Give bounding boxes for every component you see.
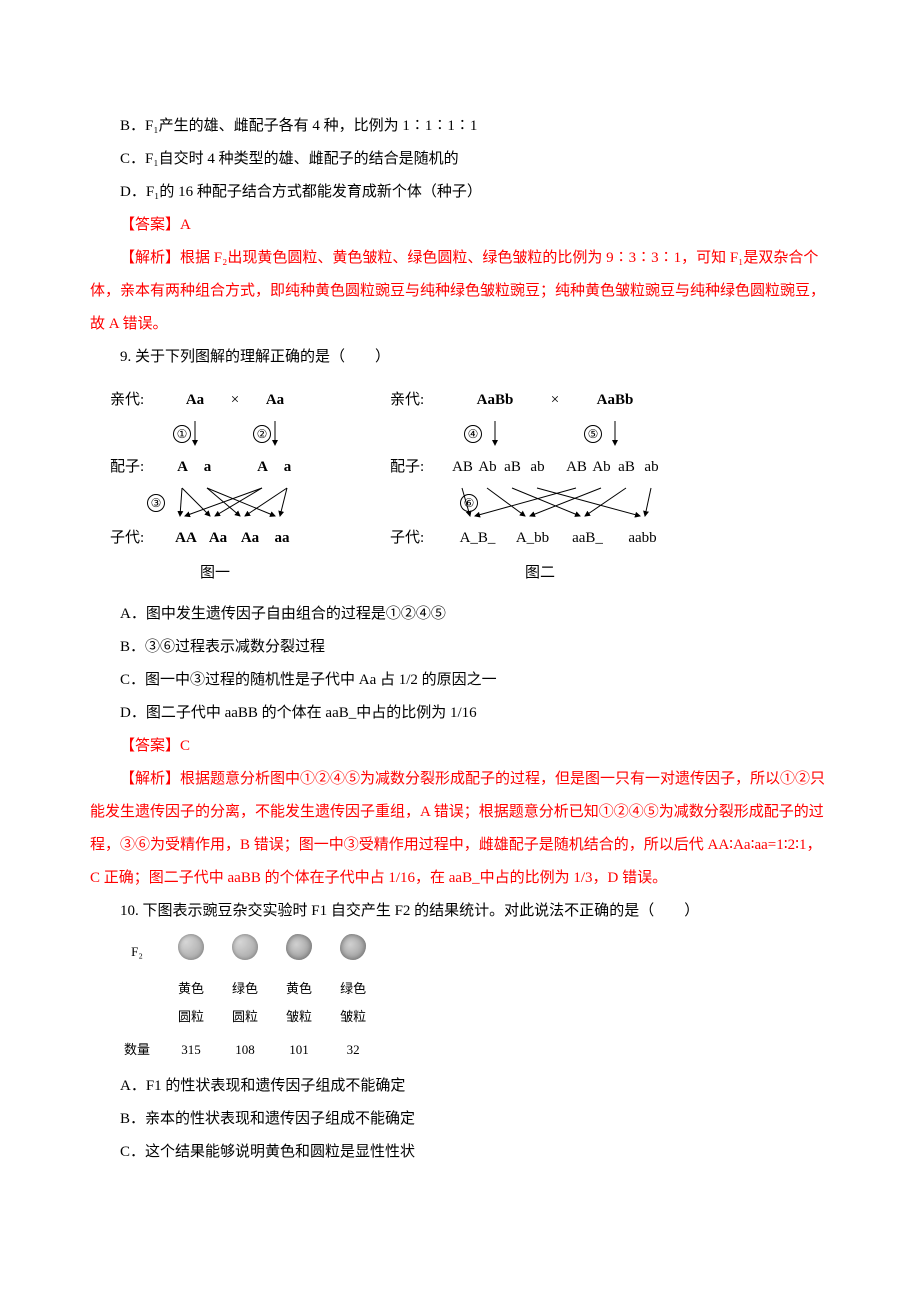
d2-step-5: ⑤	[584, 425, 602, 443]
d2-cross: ×	[540, 384, 570, 417]
f2-count-label: 数量	[110, 1034, 164, 1067]
explanation-1: 【解析】根据 F₂出现黄色圆粒、黄色皱粒、绿色圆粒、绿色皱粒的比例为 9∶3∶3…	[90, 242, 830, 341]
q10-option-c: C．这个结果能够说明黄色和圆粒是显性性状	[90, 1136, 830, 1169]
f2-table-wrap: F₂ 黄色圆粒 绿色圆粒 黄色皱粒 绿色皱粒 数量 315 108 101 32	[90, 928, 830, 1070]
f2-c2-n2: 皱粒	[286, 1009, 312, 1024]
answer-1: 【答案】A	[90, 209, 830, 242]
f2-row-images: F₂	[110, 932, 380, 973]
d2-gl3: ab	[525, 451, 550, 484]
d2-o3: aabb	[615, 522, 670, 555]
pea-icon	[340, 934, 366, 960]
d1-g3: a	[275, 451, 300, 484]
option-c: C．F₁自交时 4 种类型的雄、雌配子的结合是随机的	[90, 143, 830, 176]
d1-o1: Aa	[202, 522, 234, 555]
f2-c0-count: 315	[164, 1034, 218, 1067]
pea-icon	[286, 934, 312, 960]
q10-option-b: B．亲本的性状表现和遗传因子组成不能确定	[90, 1103, 830, 1136]
d1-o0: AA	[170, 522, 202, 555]
d1-g0: A	[170, 451, 195, 484]
d1-gamete-label: 配子:	[110, 451, 170, 484]
f2-label: F₂	[110, 932, 164, 973]
f2-row-names: 黄色圆粒 绿色圆粒 黄色皱粒 绿色皱粒	[110, 973, 380, 1034]
q9-option-b: B．③⑥过程表示减数分裂过程	[90, 631, 830, 664]
f2-c1-n2: 圆粒	[232, 1009, 258, 1024]
d2-parent-label: 亲代:	[390, 384, 450, 417]
f2-row-counts: 数量 315 108 101 32	[110, 1034, 380, 1067]
d2-gr0: AB	[564, 451, 589, 484]
d1-cross: ×	[220, 384, 250, 417]
d2-step-4: ④	[464, 425, 482, 443]
question-9: 9. 关于下列图解的理解正确的是（ ）	[90, 341, 830, 374]
f2-c0-n1: 黄色	[178, 981, 204, 996]
q9-option-a: A．图中发生遗传因子自由组合的过程是①②④⑤	[90, 598, 830, 631]
d2-gamete-label: 配子:	[390, 451, 450, 484]
diagram-1: 亲代: Aa × Aa ① ② 配子: A a A a	[110, 382, 320, 590]
d2-gl1: Ab	[475, 451, 500, 484]
f2-c0-n2: 圆粒	[178, 1009, 204, 1024]
d2-parent-left: AaBb	[450, 384, 540, 417]
f2-c2-n1: 黄色	[286, 981, 312, 996]
d2-parent-right: AaBb	[570, 384, 660, 417]
diagram-container: 亲代: Aa × Aa ① ② 配子: A a A a	[90, 374, 830, 598]
f2-c1-n1: 绿色	[232, 981, 258, 996]
d1-step-2: ②	[253, 425, 271, 443]
d2-offspring-label: 子代:	[390, 522, 450, 555]
f2-c3-n2: 皱粒	[340, 1009, 366, 1024]
q9-option-c: C．图一中③过程的随机性是子代中 Aa 占 1/2 的原因之一	[90, 664, 830, 697]
d1-offspring-label: 子代:	[110, 522, 170, 555]
d2-gr1: Ab	[589, 451, 614, 484]
f2-c3-n1: 绿色	[340, 981, 366, 996]
d1-parent-left: Aa	[170, 384, 220, 417]
d1-g2: A	[250, 451, 275, 484]
d2-gl2: aB	[500, 451, 525, 484]
question-10: 10. 下图表示豌豆杂交实验时 F1 自交产生 F2 的结果统计。对此说法不正确…	[90, 895, 830, 928]
q9-option-d: D．图二子代中 aaBB 的个体在 aaB_中占的比例为 1/16	[90, 697, 830, 730]
pea-icon	[232, 934, 258, 960]
answer-2: 【答案】C	[90, 730, 830, 763]
f2-c1-count: 108	[218, 1034, 272, 1067]
d1-g1: a	[195, 451, 220, 484]
pea-icon	[178, 934, 204, 960]
d2-gr3: ab	[639, 451, 664, 484]
d1-parent-right: Aa	[250, 384, 300, 417]
q10-option-a: A．F1 的性状表现和遗传因子组成不能确定	[90, 1070, 830, 1103]
d2-o2: aaB_	[560, 522, 615, 555]
option-b: B．F₁产生的雄、雌配子各有 4 种，比例为 1∶1∶1∶1	[90, 110, 830, 143]
d2-o0: A_B_	[450, 522, 505, 555]
d1-o2: Aa	[234, 522, 266, 555]
option-d: D．F₁的 16 种配子结合方式都能发育成新个体（种子）	[90, 176, 830, 209]
d1-step-3: ③	[147, 494, 165, 512]
d2-step-6: ⑥	[460, 494, 478, 512]
d1-o3: aa	[266, 522, 298, 555]
d1-step-1: ①	[173, 425, 191, 443]
d2-caption: 图二	[390, 557, 690, 590]
diagram-2: 亲代: AaBb × AaBb ④ ⑤ 配子: AB Ab aB ab AB A…	[390, 382, 690, 590]
f2-c2-count: 101	[272, 1034, 326, 1067]
d2-gr2: aB	[614, 451, 639, 484]
d2-o1: A_bb	[505, 522, 560, 555]
d1-caption: 图一	[110, 557, 320, 590]
explanation-2: 【解析】根据题意分析图中①②④⑤为减数分裂形成配子的过程，但是图一只有一对遗传因…	[90, 763, 830, 895]
f2-c3-count: 32	[326, 1034, 380, 1067]
d2-gl0: AB	[450, 451, 475, 484]
f2-table: F₂ 黄色圆粒 绿色圆粒 黄色皱粒 绿色皱粒 数量 315 108 101 32	[110, 932, 380, 1066]
d1-parent-label: 亲代:	[110, 384, 170, 417]
